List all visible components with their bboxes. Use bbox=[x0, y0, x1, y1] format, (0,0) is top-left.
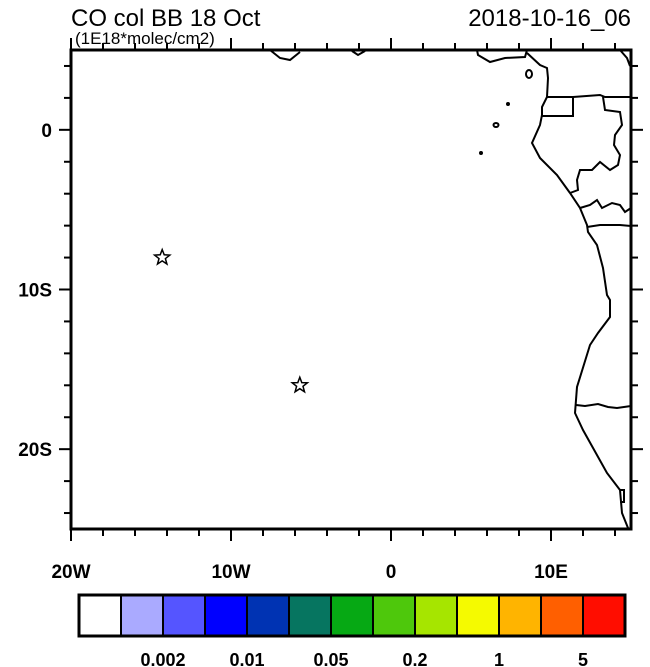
coastline-gulf bbox=[476, 49, 528, 64]
x-tick-label: 20W bbox=[51, 562, 90, 583]
island-annobon bbox=[479, 151, 483, 155]
axis-ticks bbox=[59, 38, 643, 541]
colorbar-box bbox=[204, 594, 248, 637]
colorbar-box bbox=[582, 594, 626, 637]
colorbar-box bbox=[288, 594, 332, 637]
y-tick-label: 10S bbox=[18, 281, 52, 302]
plot-title: CO col BB 18 Oct bbox=[71, 5, 261, 32]
colorbar-box bbox=[540, 594, 584, 637]
border-equatorial-guinea bbox=[542, 96, 574, 117]
plot-date: 2018-10-16_06 bbox=[468, 5, 631, 32]
colorbar-box bbox=[456, 594, 500, 637]
coastline-north bbox=[269, 49, 301, 62]
colorbar-box bbox=[162, 594, 206, 637]
y-tick-label: 0 bbox=[41, 121, 52, 142]
colorbar-label: 0.05 bbox=[313, 650, 348, 667]
colorbar-box bbox=[372, 594, 416, 637]
colorbar-label: 0.2 bbox=[402, 650, 427, 667]
x-tick-label: 10E bbox=[534, 562, 568, 583]
colorbar-label: 0.01 bbox=[229, 650, 264, 667]
colorbar-box bbox=[414, 594, 458, 637]
colorbar-label: 5 bbox=[578, 650, 588, 667]
map-frame bbox=[69, 48, 633, 531]
colorbar-box bbox=[120, 594, 164, 637]
island-principe bbox=[506, 102, 510, 106]
plot-units: (1E18*molec/cm2) bbox=[75, 29, 215, 48]
markers bbox=[152, 247, 310, 394]
axis-tick-labels: 20W 10W 0 10E 0 10S 20S bbox=[18, 121, 568, 583]
coastline-north-bump bbox=[351, 50, 366, 57]
colorbar-frame bbox=[77, 593, 627, 638]
island-sao-tome bbox=[492, 122, 500, 128]
colorbar-label: 0.002 bbox=[140, 650, 185, 667]
star-marker bbox=[290, 375, 310, 394]
border-angola-namibia bbox=[575, 402, 632, 410]
y-tick-label: 20S bbox=[18, 440, 52, 461]
border-angola-north bbox=[586, 224, 632, 228]
colorbar: 0.002 0.01 0.05 0.2 1 5 bbox=[77, 593, 627, 667]
coastline-africa-west bbox=[526, 52, 629, 529]
colorbar-box bbox=[78, 594, 122, 637]
coastline-top-right bbox=[619, 49, 631, 67]
colorbar-box bbox=[498, 594, 542, 637]
x-tick-label: 10W bbox=[211, 562, 250, 583]
border-south bbox=[620, 489, 625, 503]
border-congo-drc bbox=[579, 198, 632, 214]
colorbar-box bbox=[246, 594, 290, 637]
border-gabon-congo bbox=[569, 96, 624, 194]
colorbar-box bbox=[330, 594, 374, 637]
coastline bbox=[269, 49, 632, 529]
x-tick-label: 0 bbox=[386, 562, 397, 583]
star-marker bbox=[152, 247, 172, 266]
border-gabon-cameroon bbox=[572, 93, 631, 98]
island-bioko bbox=[525, 69, 533, 79]
colorbar-label: 1 bbox=[494, 650, 504, 667]
